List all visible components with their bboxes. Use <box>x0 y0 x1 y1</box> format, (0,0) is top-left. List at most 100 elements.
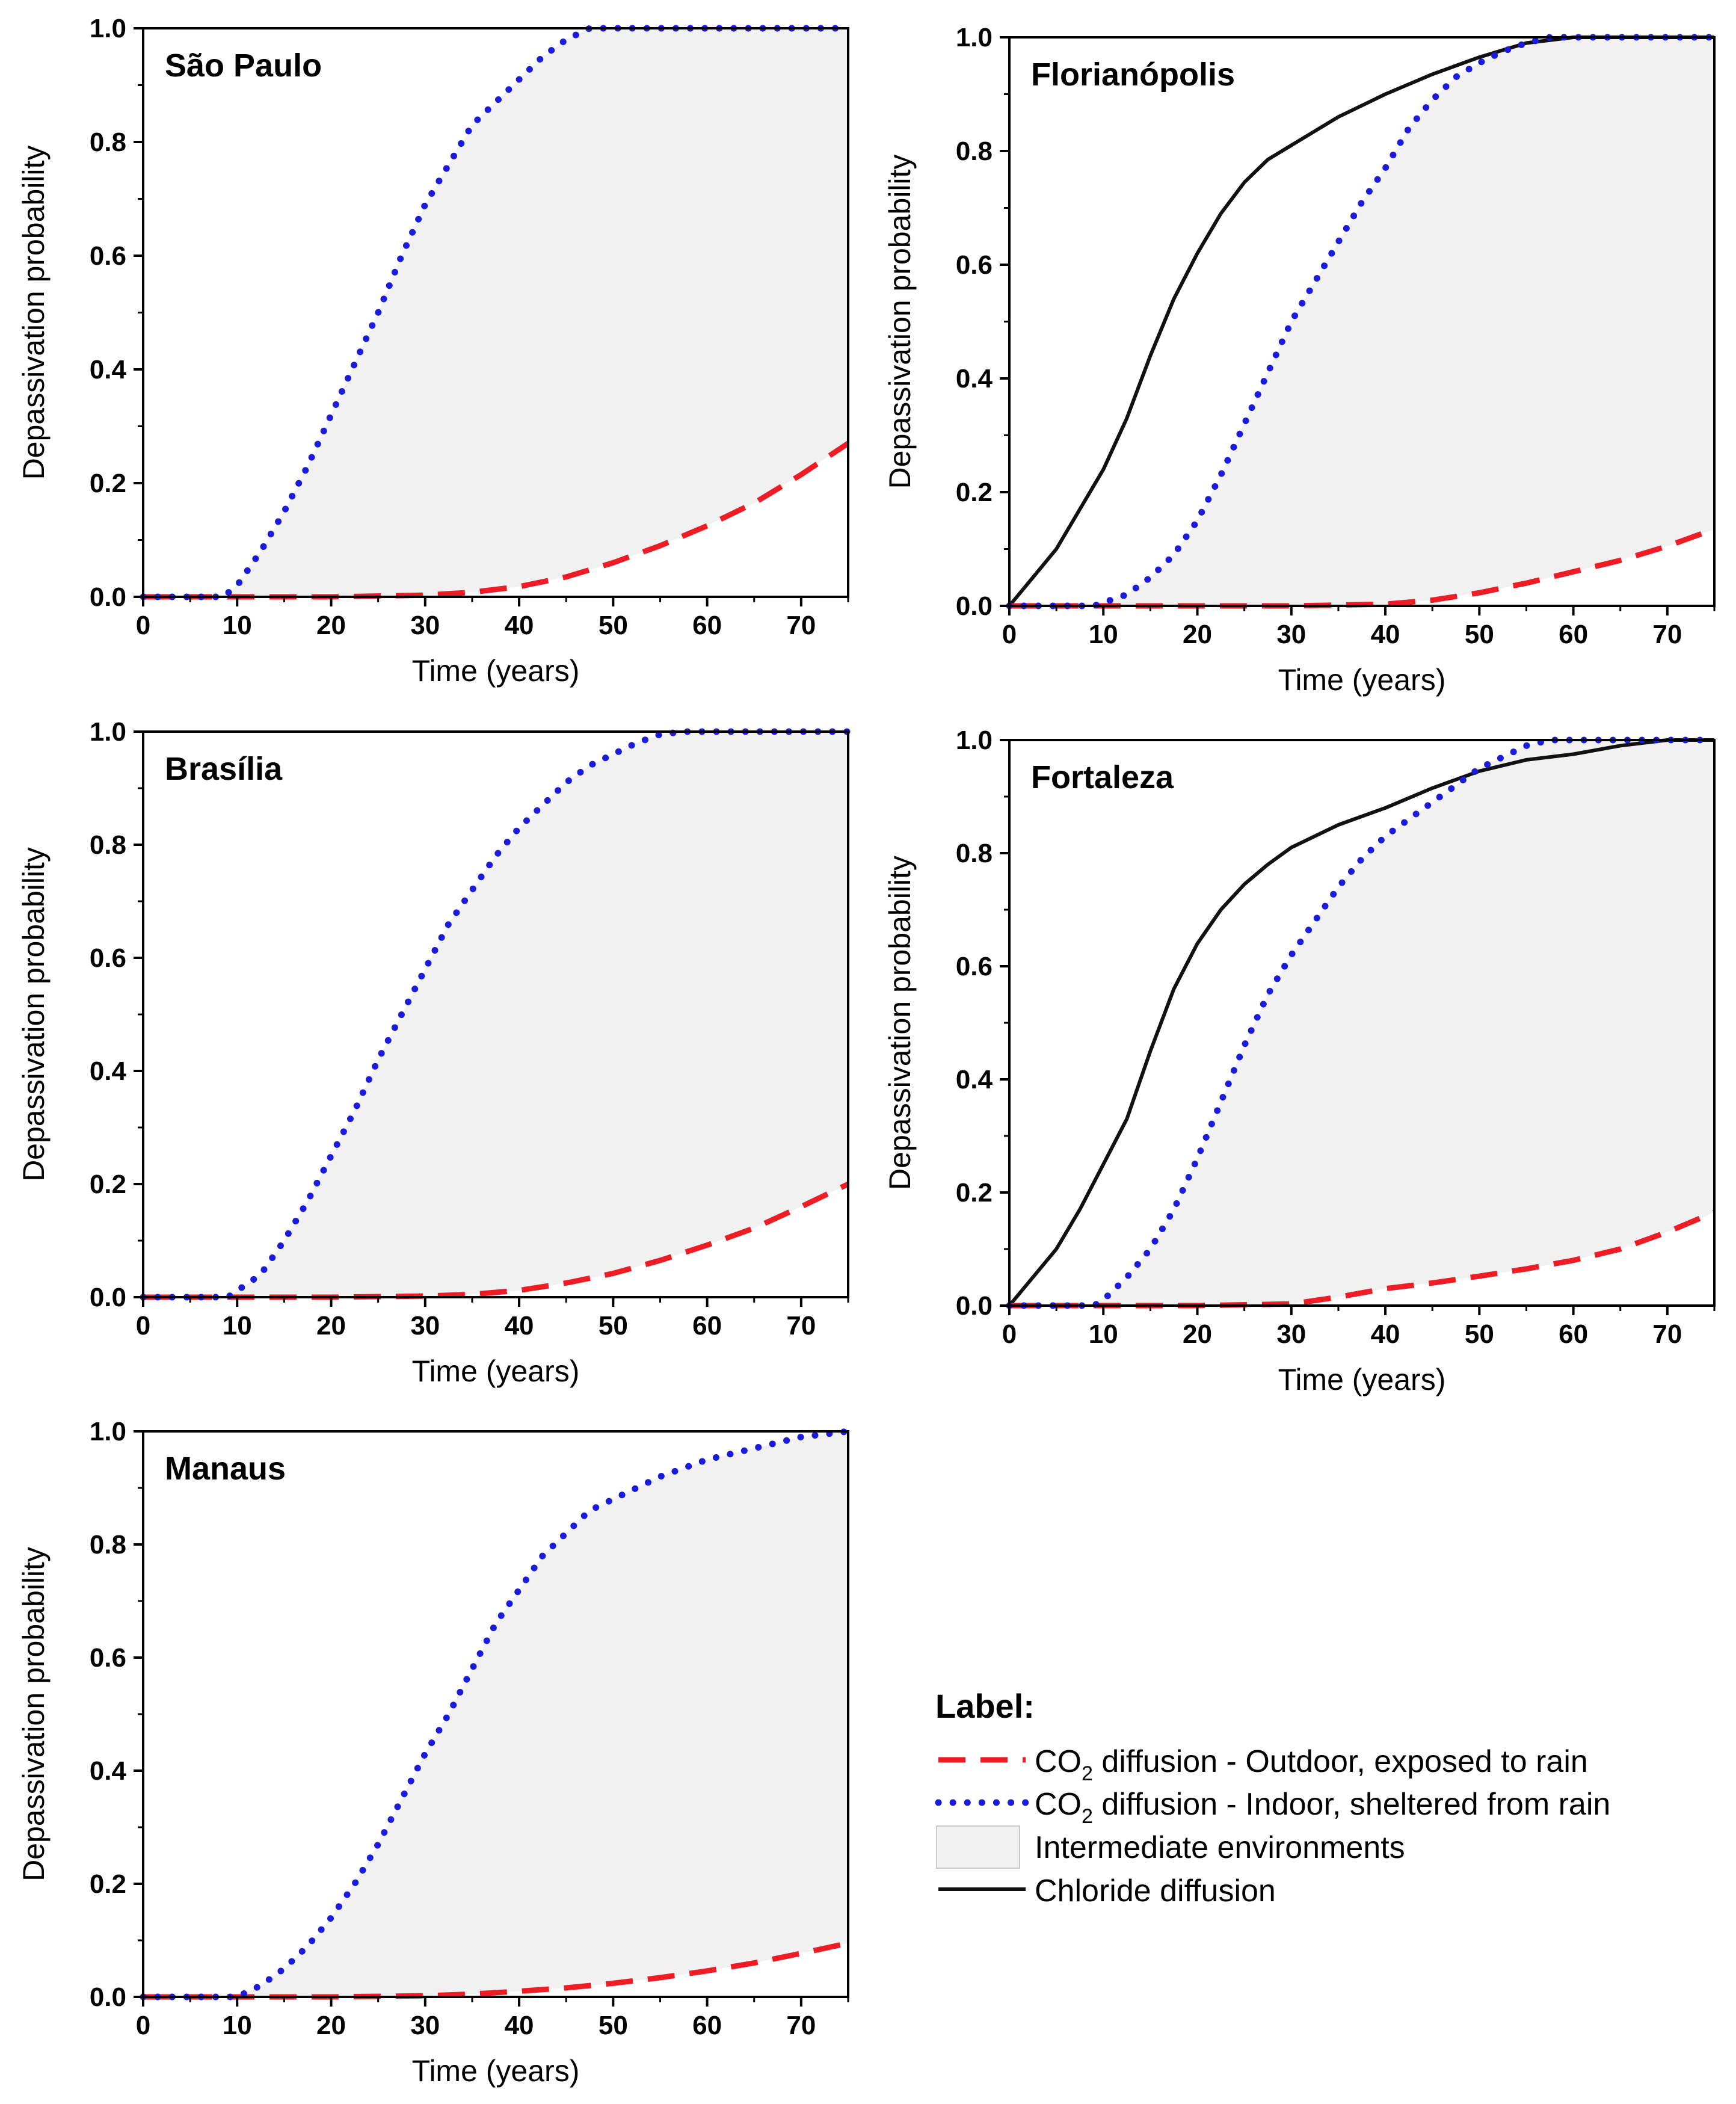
x-tick-label: 40 <box>505 1311 534 1340</box>
y-tick-label: 0.8 <box>90 128 126 157</box>
x-axis-label: Time (years) <box>412 1354 580 1388</box>
x-tick-label: 30 <box>410 1311 440 1340</box>
x-tick-label: 70 <box>786 611 816 640</box>
y-tick-label: 0.4 <box>956 364 993 393</box>
y-tick-label: 1.0 <box>90 1417 126 1446</box>
y-tick-label: 0.6 <box>956 952 993 981</box>
y-tick-label: 1.0 <box>90 717 126 747</box>
x-tick-label: 70 <box>1652 620 1682 649</box>
x-tick-label: 10 <box>1089 1319 1118 1349</box>
chart-florianopolis: 0 10 20 30 40 50 60 70 0.0 0.2 0.4 0.6 0.8 1.0 Time (y… <box>883 23 1718 697</box>
series-chloride-line <box>1008 738 1714 1307</box>
series-co2-indoor-line <box>140 25 852 600</box>
x-tick-label: 40 <box>1371 620 1400 649</box>
x-tick-label: 40 <box>1371 1319 1400 1349</box>
x-tick-label: 50 <box>599 2011 628 2040</box>
y-axis-label: Depassivation probability <box>883 856 917 1190</box>
x-tick-label: 20 <box>316 1311 346 1340</box>
legend-label-intermediate: Intermediate environments <box>1035 1830 1405 1865</box>
chart-title: Manaus <box>165 1451 286 1487</box>
x-tick-label: 10 <box>223 1311 252 1340</box>
y-tick-label: 0.2 <box>90 469 126 498</box>
x-tick-label: 60 <box>692 611 722 640</box>
chart-title: Florianópolis <box>1031 57 1235 93</box>
intermediate-region <box>1009 740 1714 1306</box>
x-tick-label: 10 <box>223 611 252 640</box>
chart-title: São Paulo <box>165 48 322 84</box>
x-tick-label: 0 <box>136 1311 150 1340</box>
legend-swatch-intermediate <box>936 1825 1020 1869</box>
y-tick-label: 1.0 <box>956 23 993 52</box>
y-axis-label: Depassivation probability <box>17 1547 51 1881</box>
y-tick-label: 0.4 <box>956 1065 993 1094</box>
x-tick-label: 20 <box>316 2011 346 2040</box>
x-tick-label: 0 <box>136 2011 150 2040</box>
y-tick-label: 0.6 <box>90 241 126 271</box>
y-axis-label: Depassivation probability <box>17 146 51 480</box>
y-tick-label: 0.0 <box>956 591 993 621</box>
chart-fortaleza: 0 10 20 30 40 50 60 70 0.0 0.2 0.4 0.6 0.8 1.0 Time (y… <box>883 726 1718 1396</box>
x-tick-label: 60 <box>692 1311 722 1340</box>
x-axis-label: Time (years) <box>1278 663 1446 697</box>
x-tick-label: 70 <box>1652 1319 1682 1349</box>
chart-manaus: 0 10 20 30 40 50 60 70 0.0 0.2 0.4 0.6 0.8 1.0 Time (y… <box>17 1417 852 2088</box>
legend-label-co2-outdoor: CO2 diffusion - Outdoor, exposed to rain <box>1035 1744 1588 1785</box>
intermediate-region <box>143 1431 848 1997</box>
legend-title: Label: <box>935 1687 1035 1725</box>
x-tick-label: 50 <box>599 611 628 640</box>
x-tick-label: 50 <box>599 1311 628 1340</box>
x-tick-label: 70 <box>786 1311 816 1340</box>
y-tick-label: 1.0 <box>90 14 126 43</box>
y-tick-label: 0.8 <box>956 839 993 868</box>
y-axis-label: Depassivation probability <box>883 155 917 489</box>
x-tick-label: 30 <box>1276 620 1306 649</box>
y-axis-label: Depassivation probability <box>17 847 51 1182</box>
intermediate-region <box>1009 37 1714 606</box>
x-tick-label: 20 <box>1183 620 1212 649</box>
y-tick-label: 0.0 <box>90 1982 126 2012</box>
y-tick-label: 0.0 <box>956 1291 993 1321</box>
x-axis-label: Time (years) <box>1278 1363 1446 1396</box>
chart-sao-paulo: 0 10 20 30 40 50 60 70 0.0 0.2 0.4 0.6 0.8 1.0 Time (y… <box>17 14 852 688</box>
y-tick-label: 0.8 <box>90 830 126 860</box>
x-tick-label: 30 <box>410 611 440 640</box>
x-tick-label: 0 <box>136 611 150 640</box>
x-tick-label: 60 <box>1559 1319 1588 1349</box>
x-tick-label: 40 <box>505 611 534 640</box>
x-tick-label: 0 <box>1002 620 1017 649</box>
x-tick-label: 10 <box>1089 620 1118 649</box>
legend-label-chloride: Chloride diffusion <box>1035 1874 1276 1908</box>
y-tick-label: 0.2 <box>956 478 993 507</box>
y-tick-label: 0.6 <box>90 1643 126 1673</box>
x-tick-label: 30 <box>410 2011 440 2040</box>
x-tick-label: 0 <box>1002 1319 1017 1349</box>
x-tick-label: 20 <box>316 611 346 640</box>
y-tick-label: 0.0 <box>90 582 126 612</box>
y-tick-label: 1.0 <box>956 726 993 755</box>
x-tick-label: 50 <box>1465 1319 1494 1349</box>
y-tick-label: 0.2 <box>90 1869 126 1899</box>
y-tick-label: 0.8 <box>956 137 993 166</box>
y-tick-label: 0.2 <box>90 1170 126 1199</box>
chart-brasilia: 0 10 20 30 40 50 60 70 0.0 0.2 0.4 0.6 0.8 1.0 Time (y… <box>17 717 852 1388</box>
intermediate-region <box>143 28 848 597</box>
x-tick-label: 30 <box>1276 1319 1306 1349</box>
y-tick-label: 0.0 <box>90 1283 126 1312</box>
x-axis-label: Time (years) <box>412 2054 580 2088</box>
x-tick-label: 20 <box>1183 1319 1212 1349</box>
chart-title: Fortaleza <box>1031 759 1174 795</box>
legend-label-co2-indoor: CO2 diffusion - Indoor, sheltered from r… <box>1035 1787 1610 1828</box>
chart-panels: 0 10 20 30 40 50 60 70 0.0 0.2 0.4 0.6 0.8 1.0 Time (y… <box>17 14 1718 2088</box>
series-co2-indoor-line <box>140 1428 852 2001</box>
intermediate-region <box>143 732 848 1297</box>
x-tick-label: 10 <box>223 2011 252 2040</box>
x-tick-label: 70 <box>786 2011 816 2040</box>
y-tick-label: 0.6 <box>956 250 993 280</box>
y-tick-label: 0.6 <box>90 943 126 973</box>
x-tick-label: 50 <box>1465 620 1494 649</box>
chart-title: Brasília <box>165 751 283 787</box>
legend: Label: CO2 diffusion - Outdoor, exposed … <box>935 1687 1610 1908</box>
x-axis-label: Time (years) <box>412 654 580 688</box>
x-tick-label: 60 <box>1559 620 1588 649</box>
